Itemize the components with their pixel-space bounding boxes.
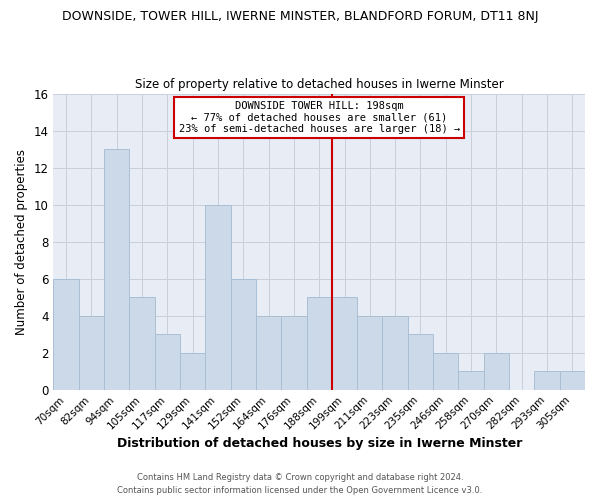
Bar: [408, 334, 433, 390]
Bar: [205, 204, 230, 390]
X-axis label: Distribution of detached houses by size in Iwerne Minster: Distribution of detached houses by size …: [116, 437, 522, 450]
Bar: [104, 149, 130, 390]
Bar: [560, 371, 585, 390]
Bar: [357, 316, 382, 390]
Bar: [458, 371, 484, 390]
Bar: [256, 316, 281, 390]
Text: DOWNSIDE TOWER HILL: 198sqm
← 77% of detached houses are smaller (61)
23% of sem: DOWNSIDE TOWER HILL: 198sqm ← 77% of det…: [179, 101, 460, 134]
Bar: [307, 297, 332, 390]
Bar: [433, 352, 458, 390]
Bar: [230, 278, 256, 390]
Bar: [180, 352, 205, 390]
Text: Contains HM Land Registry data © Crown copyright and database right 2024.
Contai: Contains HM Land Registry data © Crown c…: [118, 474, 482, 495]
Bar: [484, 352, 509, 390]
Bar: [382, 316, 408, 390]
Bar: [53, 278, 79, 390]
Bar: [130, 297, 155, 390]
Bar: [281, 316, 307, 390]
Y-axis label: Number of detached properties: Number of detached properties: [15, 148, 28, 334]
Title: Size of property relative to detached houses in Iwerne Minster: Size of property relative to detached ho…: [135, 78, 503, 91]
Bar: [79, 316, 104, 390]
Bar: [535, 371, 560, 390]
Bar: [155, 334, 180, 390]
Text: DOWNSIDE, TOWER HILL, IWERNE MINSTER, BLANDFORD FORUM, DT11 8NJ: DOWNSIDE, TOWER HILL, IWERNE MINSTER, BL…: [62, 10, 538, 23]
Bar: [332, 297, 357, 390]
